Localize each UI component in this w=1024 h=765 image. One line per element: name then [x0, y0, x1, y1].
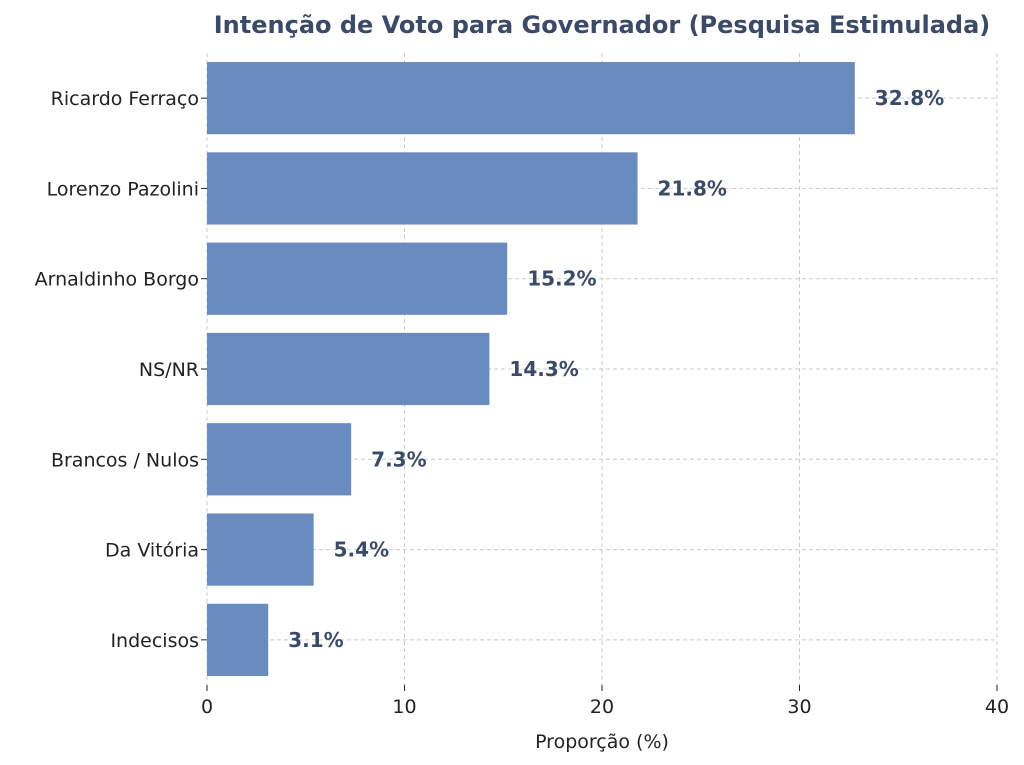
- value-label: 15.2%: [527, 267, 596, 291]
- category-label: NS/NR: [139, 359, 199, 381]
- bar: [207, 603, 269, 676]
- x-tick-label: 0: [201, 696, 213, 718]
- bar: [207, 423, 352, 496]
- x-tick-label: 20: [590, 696, 614, 718]
- bar: [207, 513, 314, 586]
- category-label: Brancos / Nulos: [51, 449, 199, 471]
- x-axis-title: Proporção (%): [535, 731, 669, 753]
- value-label: 32.8%: [875, 86, 944, 110]
- labels-layer: Ricardo Ferraço 32.8% Lorenzo Pazolini 21.8…: [35, 86, 945, 652]
- bar: [207, 152, 638, 225]
- bar: [207, 62, 855, 135]
- category-label: Da Vitória: [105, 540, 199, 562]
- category-label: Arnaldinho Borgo: [35, 269, 199, 291]
- category-label: Lorenzo Pazolini: [47, 178, 199, 200]
- bar: [207, 242, 508, 315]
- value-label: 21.8%: [658, 176, 727, 200]
- x-tick-label: 40: [985, 696, 1009, 718]
- ticks-layer: 0 10 20 30 40: [201, 97, 1009, 718]
- value-label: 3.1%: [288, 628, 343, 652]
- x-tick-label: 30: [787, 696, 811, 718]
- chart-title: Intenção de Voto para Governador (Pesqui…: [214, 11, 991, 39]
- value-label: 14.3%: [509, 357, 578, 381]
- bar: [207, 332, 490, 406]
- value-label: 7.3%: [371, 447, 426, 471]
- category-label: Ricardo Ferraço: [51, 88, 199, 110]
- x-tick-label: 10: [392, 696, 416, 718]
- category-label: Indecisos: [110, 630, 199, 652]
- value-label: 5.4%: [334, 538, 389, 562]
- bars-layer: [207, 62, 855, 676]
